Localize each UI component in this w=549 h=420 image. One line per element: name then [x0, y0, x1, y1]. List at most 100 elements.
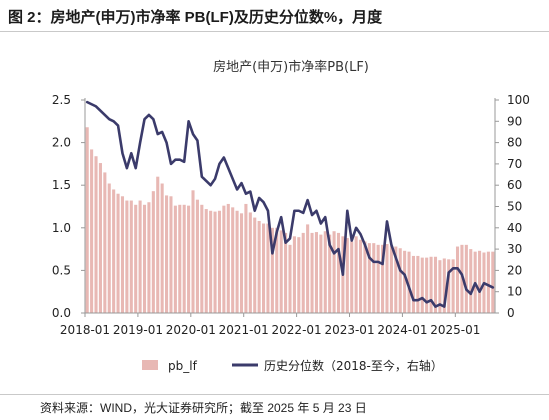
- bar: [191, 190, 195, 313]
- bar: [217, 210, 222, 313]
- line-series: [85, 100, 495, 308]
- bar: [416, 255, 420, 313]
- bar: [306, 224, 310, 313]
- bar: [120, 196, 125, 313]
- bar: [420, 257, 424, 313]
- bar: [323, 231, 327, 313]
- bar: [464, 244, 468, 313]
- bar: [394, 246, 398, 313]
- bar: [226, 203, 230, 313]
- left-tick-label: 2.0: [52, 136, 71, 150]
- left-tick-label: 1.0: [52, 221, 71, 235]
- bar: [411, 255, 415, 313]
- bar: [372, 243, 376, 313]
- bar: [147, 202, 151, 313]
- bar: [187, 205, 191, 313]
- bar: [112, 189, 116, 313]
- bar: [447, 259, 451, 313]
- right-tick-label: 90: [507, 114, 522, 128]
- bar: [367, 243, 371, 313]
- bar: [138, 200, 142, 313]
- bar: [389, 245, 393, 313]
- left-tick-label: 2.5: [52, 93, 71, 107]
- bar: [160, 183, 164, 313]
- bar: [151, 191, 155, 313]
- x-tick-label: 2024-01: [377, 323, 427, 337]
- bar: [129, 200, 133, 313]
- bar: [200, 204, 204, 313]
- title-divider: [0, 31, 549, 32]
- bar: [279, 230, 283, 313]
- right-tick-label: 20: [507, 263, 522, 277]
- chart: 房地产(申万)市净率PB(LF) 0.0 0.5 1.0 1.5 2.0 2.5 0 10 20…: [52, 59, 530, 373]
- bar: [195, 199, 199, 313]
- right-tick-label: 70: [507, 157, 522, 171]
- bar: [244, 203, 248, 313]
- bar: [336, 232, 341, 313]
- bar: [398, 248, 402, 313]
- bar: [257, 220, 261, 313]
- bar: [178, 204, 182, 313]
- bar: [429, 256, 433, 313]
- bar: [350, 241, 354, 313]
- bar: [116, 193, 120, 313]
- legend-label-bar: pb_lf: [168, 359, 198, 373]
- bar: [239, 213, 244, 313]
- bar-series: [85, 127, 495, 313]
- bar: [442, 258, 446, 313]
- bar: [310, 232, 314, 313]
- bar: [231, 207, 235, 313]
- bar: [385, 243, 389, 313]
- bar: [407, 251, 411, 313]
- bar: [469, 249, 473, 313]
- bar: [345, 238, 349, 313]
- x-tick-label: 2023-01: [324, 323, 374, 337]
- percentile-line: [85, 100, 495, 308]
- left-tick-label: 0.5: [52, 263, 71, 277]
- bar: [262, 223, 266, 313]
- bar: [381, 244, 385, 313]
- chart-title: 房地产(申万)市净率PB(LF): [213, 59, 369, 75]
- legend-label-line: 历史分位数（2018-至今，右轴）: [264, 358, 443, 373]
- bar: [182, 204, 186, 313]
- bar: [98, 163, 102, 313]
- left-tick-label: 1.5: [52, 178, 71, 192]
- bar: [165, 195, 169, 313]
- bar: [142, 204, 147, 313]
- axes: 0.0 0.5 1.0 1.5 2.0 2.5 0 10 20 30 40 50 60 70 80 90 100…: [52, 93, 530, 337]
- bar: [204, 209, 208, 313]
- bar: [156, 176, 160, 313]
- bar: [85, 127, 89, 313]
- source-note: 资料来源：WIND，光大证券研究所；截至 2025 年 5 月 23 日: [40, 401, 367, 415]
- bar: [292, 236, 296, 313]
- x-tick-label: 2020-01: [166, 323, 216, 337]
- bar: [403, 250, 407, 313]
- right-tick-label: 0: [507, 306, 515, 320]
- bar: [288, 244, 292, 313]
- bar: [451, 259, 455, 313]
- bar: [248, 212, 252, 313]
- right-tick-label: 40: [507, 221, 522, 235]
- legend: pb_lf 历史分位数（2018-至今，右轴）: [142, 358, 443, 373]
- bar: [301, 232, 305, 313]
- bar: [486, 251, 490, 313]
- bar: [266, 223, 270, 313]
- bar: [209, 210, 213, 313]
- x-tick-label: 2021-01: [219, 323, 269, 337]
- x-tick-label: 2022-01: [272, 323, 322, 337]
- bar: [103, 172, 107, 313]
- bar: [270, 227, 274, 313]
- bar: [253, 217, 257, 313]
- bar: [319, 234, 323, 313]
- bar: [222, 205, 226, 313]
- bar: [455, 246, 460, 313]
- bar: [354, 236, 358, 313]
- bar: [376, 244, 380, 313]
- bar: [363, 241, 367, 313]
- right-tick-label: 100: [507, 93, 530, 107]
- x-tick-label: 2025-01: [430, 323, 480, 337]
- bar: [332, 231, 336, 313]
- right-tick-label: 10: [507, 285, 522, 299]
- legend-swatch-bar: [142, 360, 158, 370]
- right-tick-label: 80: [507, 136, 522, 150]
